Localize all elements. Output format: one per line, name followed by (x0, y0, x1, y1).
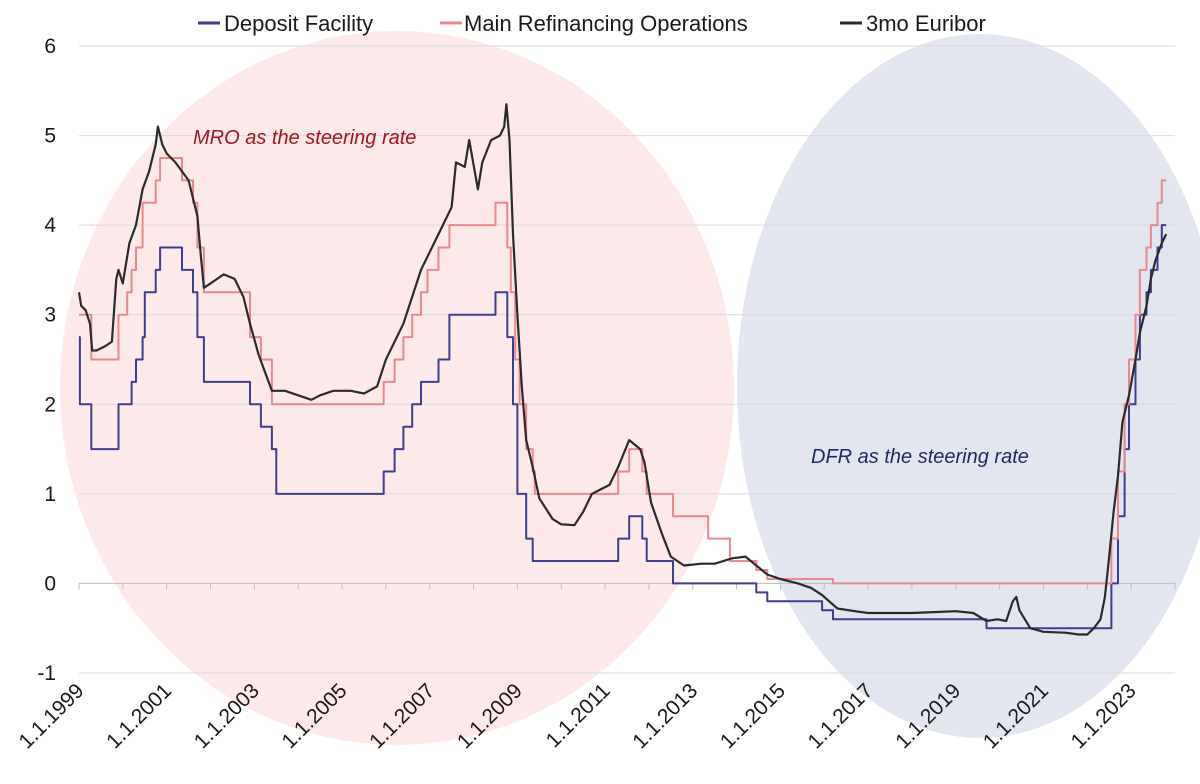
x-tick-label: 1.1.1999 (14, 679, 88, 753)
y-tick-label: 5 (44, 125, 56, 148)
y-tick-label: 4 (44, 214, 56, 237)
legend-item-3mo-euribor: 3mo Euribor (840, 11, 986, 36)
y-tick-label: 0 (44, 572, 56, 595)
x-tick-label: 1.1.2015 (716, 679, 790, 753)
legend-label: Main Refinancing Operations (464, 11, 748, 36)
y-tick-label: 2 (44, 393, 56, 416)
y-tick-label: -1 (37, 662, 56, 685)
y-axis: -1 0 1 2 3 4 5 6 (37, 35, 56, 685)
annotation-dfr: DFR as the steering rate (811, 446, 1029, 468)
3mo-euribor-line (77, 103, 1168, 636)
y-tick-label: 6 (44, 35, 56, 58)
legend-item-main-refinancing-operations: Main Refinancing Operations (440, 11, 748, 36)
y-tick-label: 1 (44, 483, 56, 506)
annotation-mro: MRO as the steering rate (193, 127, 416, 149)
y-tick-label: 3 (44, 304, 56, 327)
dfr-era-region (737, 34, 1200, 738)
series-lines (77, 103, 1168, 636)
legend-item-deposit-facility: Deposit Facility (198, 11, 373, 36)
x-tick-label: 1.1.2001 (102, 679, 176, 753)
background-regions (60, 31, 1200, 745)
legend: Deposit Facility Main Refinancing Operat… (198, 11, 986, 36)
mro-era-region (60, 31, 734, 745)
legend-label: 3mo Euribor (866, 11, 986, 36)
x-tick-label: 1.1.2017 (804, 679, 878, 753)
legend-label: Deposit Facility (224, 11, 373, 36)
x-tick-label: 1.1.2013 (628, 679, 702, 753)
